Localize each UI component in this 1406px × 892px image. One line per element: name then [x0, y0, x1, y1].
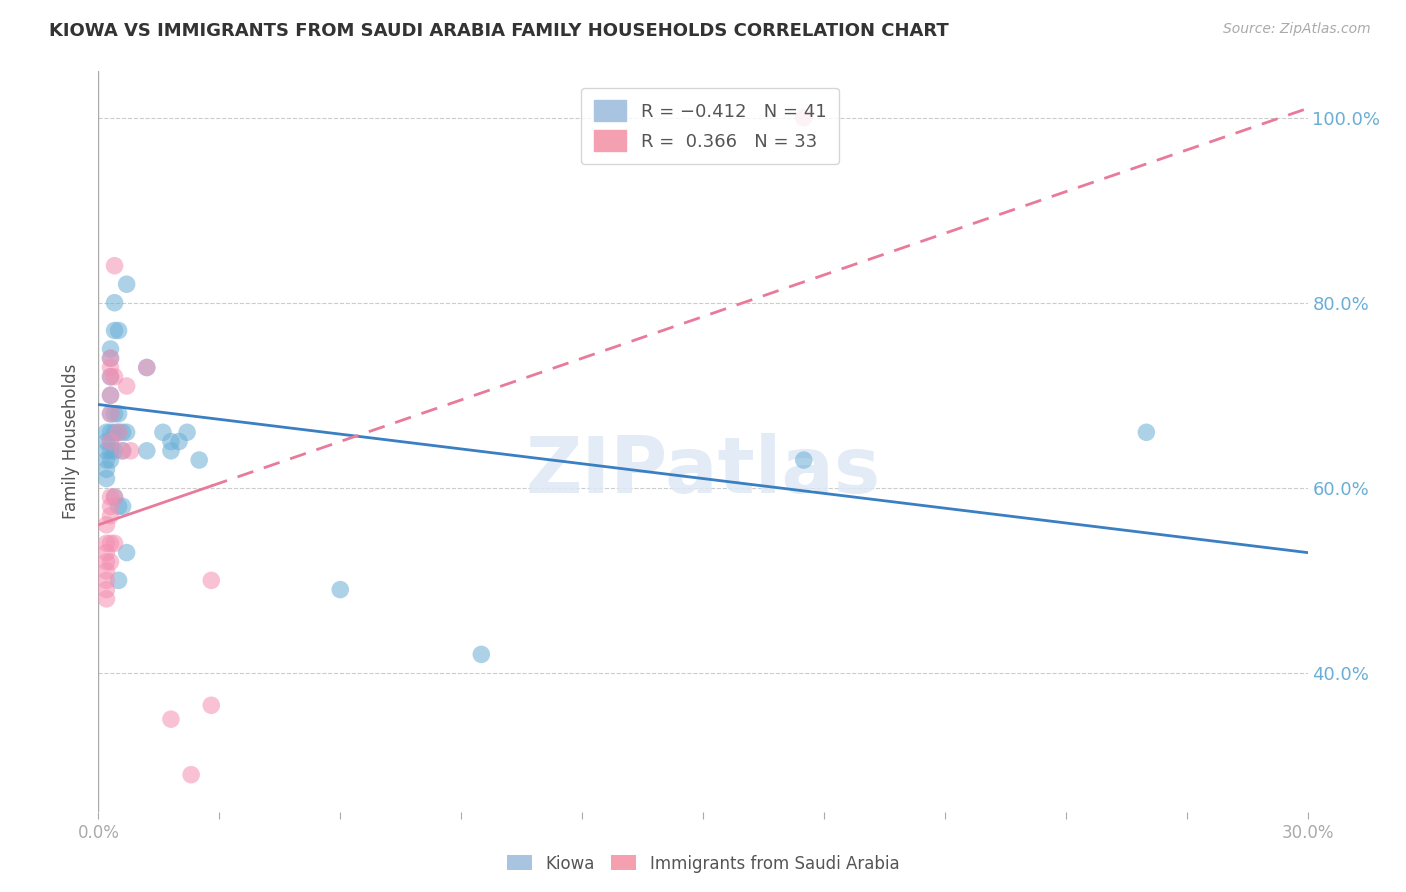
Point — [188, 453, 211, 467]
Point — [1135, 425, 1157, 440]
Point — [96, 536, 118, 550]
Point — [111, 500, 134, 514]
Point — [160, 434, 183, 449]
Point — [100, 407, 122, 421]
Point — [96, 517, 118, 532]
Point — [96, 472, 118, 486]
Point — [103, 369, 125, 384]
Point — [103, 536, 125, 550]
Point — [96, 564, 118, 578]
Point — [793, 111, 815, 125]
Point — [200, 574, 222, 588]
Point — [100, 508, 122, 523]
Point — [96, 434, 118, 449]
Point — [100, 369, 122, 384]
Point — [793, 453, 815, 467]
Point — [107, 425, 129, 440]
Point — [100, 388, 122, 402]
Point — [135, 443, 157, 458]
Point — [100, 407, 122, 421]
Point — [107, 574, 129, 588]
Point — [100, 490, 122, 504]
Point — [107, 323, 129, 337]
Point — [100, 453, 122, 467]
Point — [100, 425, 122, 440]
Point — [180, 767, 202, 781]
Point — [107, 407, 129, 421]
Point — [100, 388, 122, 402]
Point — [96, 425, 118, 440]
Point — [96, 545, 118, 560]
Point — [135, 360, 157, 375]
Point — [160, 712, 183, 726]
Point — [470, 648, 492, 662]
Point — [100, 360, 122, 375]
Point — [115, 379, 138, 393]
Point — [96, 555, 118, 569]
Point — [176, 425, 198, 440]
Point — [103, 323, 125, 337]
Point — [96, 462, 118, 476]
Point — [103, 259, 125, 273]
Point — [96, 582, 118, 597]
Text: KIOWA VS IMMIGRANTS FROM SAUDI ARABIA FAMILY HOUSEHOLDS CORRELATION CHART: KIOWA VS IMMIGRANTS FROM SAUDI ARABIA FA… — [49, 22, 949, 40]
Point — [111, 443, 134, 458]
Point — [100, 434, 122, 449]
Point — [100, 351, 122, 366]
Point — [100, 351, 122, 366]
Text: ZIPatlas: ZIPatlas — [526, 434, 880, 509]
Point — [152, 425, 174, 440]
Point — [115, 425, 138, 440]
Point — [200, 698, 222, 713]
Point — [96, 574, 118, 588]
Point — [167, 434, 190, 449]
Point — [160, 443, 183, 458]
Point — [100, 536, 122, 550]
Point — [100, 434, 122, 449]
Point — [103, 443, 125, 458]
Point — [100, 369, 122, 384]
Text: Source: ZipAtlas.com: Source: ZipAtlas.com — [1223, 22, 1371, 37]
Y-axis label: Family Households: Family Households — [62, 364, 80, 519]
Point — [107, 500, 129, 514]
Point — [103, 425, 125, 440]
Point — [100, 500, 122, 514]
Point — [100, 342, 122, 356]
Point — [96, 591, 118, 606]
Point — [120, 443, 142, 458]
Point — [103, 295, 125, 310]
Point — [111, 443, 134, 458]
Point — [96, 443, 118, 458]
Point — [135, 360, 157, 375]
Point — [115, 545, 138, 560]
Point — [96, 453, 118, 467]
Point — [107, 425, 129, 440]
Point — [100, 443, 122, 458]
Legend: R = −0.412   N = 41, R =  0.366   N = 33: R = −0.412 N = 41, R = 0.366 N = 33 — [581, 87, 839, 164]
Legend: Kiowa, Immigrants from Saudi Arabia: Kiowa, Immigrants from Saudi Arabia — [501, 848, 905, 880]
Point — [111, 425, 134, 440]
Point — [100, 555, 122, 569]
Point — [329, 582, 352, 597]
Point — [103, 490, 125, 504]
Point — [103, 407, 125, 421]
Point — [115, 277, 138, 292]
Point — [103, 490, 125, 504]
